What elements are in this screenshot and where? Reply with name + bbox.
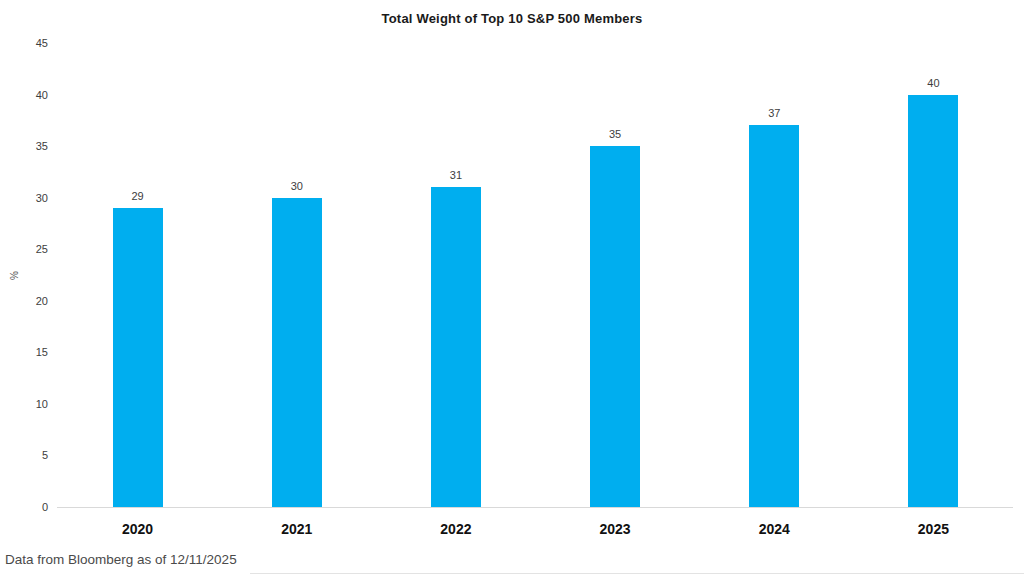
bar bbox=[749, 125, 799, 507]
y-axis-label: % bbox=[9, 271, 20, 280]
y-tick-label: 10 bbox=[8, 398, 48, 410]
x-tick-label: 2024 bbox=[734, 521, 814, 537]
y-tick-label: 15 bbox=[8, 346, 48, 358]
y-tick-label: 30 bbox=[8, 192, 48, 204]
bottom-divider bbox=[250, 573, 1024, 574]
bar bbox=[590, 146, 640, 507]
y-tick-label: 40 bbox=[8, 89, 48, 101]
x-tick-label: 2023 bbox=[575, 521, 655, 537]
bar-value-label: 31 bbox=[426, 169, 486, 181]
y-tick-label: 35 bbox=[8, 140, 48, 152]
y-tick-label: 20 bbox=[8, 295, 48, 307]
bar-value-label: 40 bbox=[903, 77, 963, 89]
y-tick-label: 45 bbox=[8, 37, 48, 49]
x-tick-label: 2025 bbox=[893, 521, 973, 537]
bar-value-label: 35 bbox=[585, 128, 645, 140]
bar bbox=[908, 95, 958, 507]
bar-value-label: 29 bbox=[108, 190, 168, 202]
x-axis-line bbox=[57, 507, 1013, 508]
bar-value-label: 30 bbox=[267, 180, 327, 192]
x-tick-label: 2021 bbox=[257, 521, 337, 537]
x-tick-label: 2020 bbox=[98, 521, 178, 537]
chart-title: Total Weight of Top 10 S&P 500 Members bbox=[0, 11, 1024, 26]
x-tick-label: 2022 bbox=[416, 521, 496, 537]
bar bbox=[113, 208, 163, 507]
y-tick-label: 25 bbox=[8, 243, 48, 255]
bar bbox=[431, 187, 481, 507]
bar bbox=[272, 198, 322, 507]
y-tick-label: 0 bbox=[8, 501, 48, 513]
chart-page: Total Weight of Top 10 S&P 500 Members %… bbox=[0, 0, 1024, 576]
source-note: Data from Bloomberg as of 12/11/2025 bbox=[5, 552, 237, 567]
bar-value-label: 37 bbox=[744, 107, 804, 119]
y-tick-label: 5 bbox=[8, 449, 48, 461]
